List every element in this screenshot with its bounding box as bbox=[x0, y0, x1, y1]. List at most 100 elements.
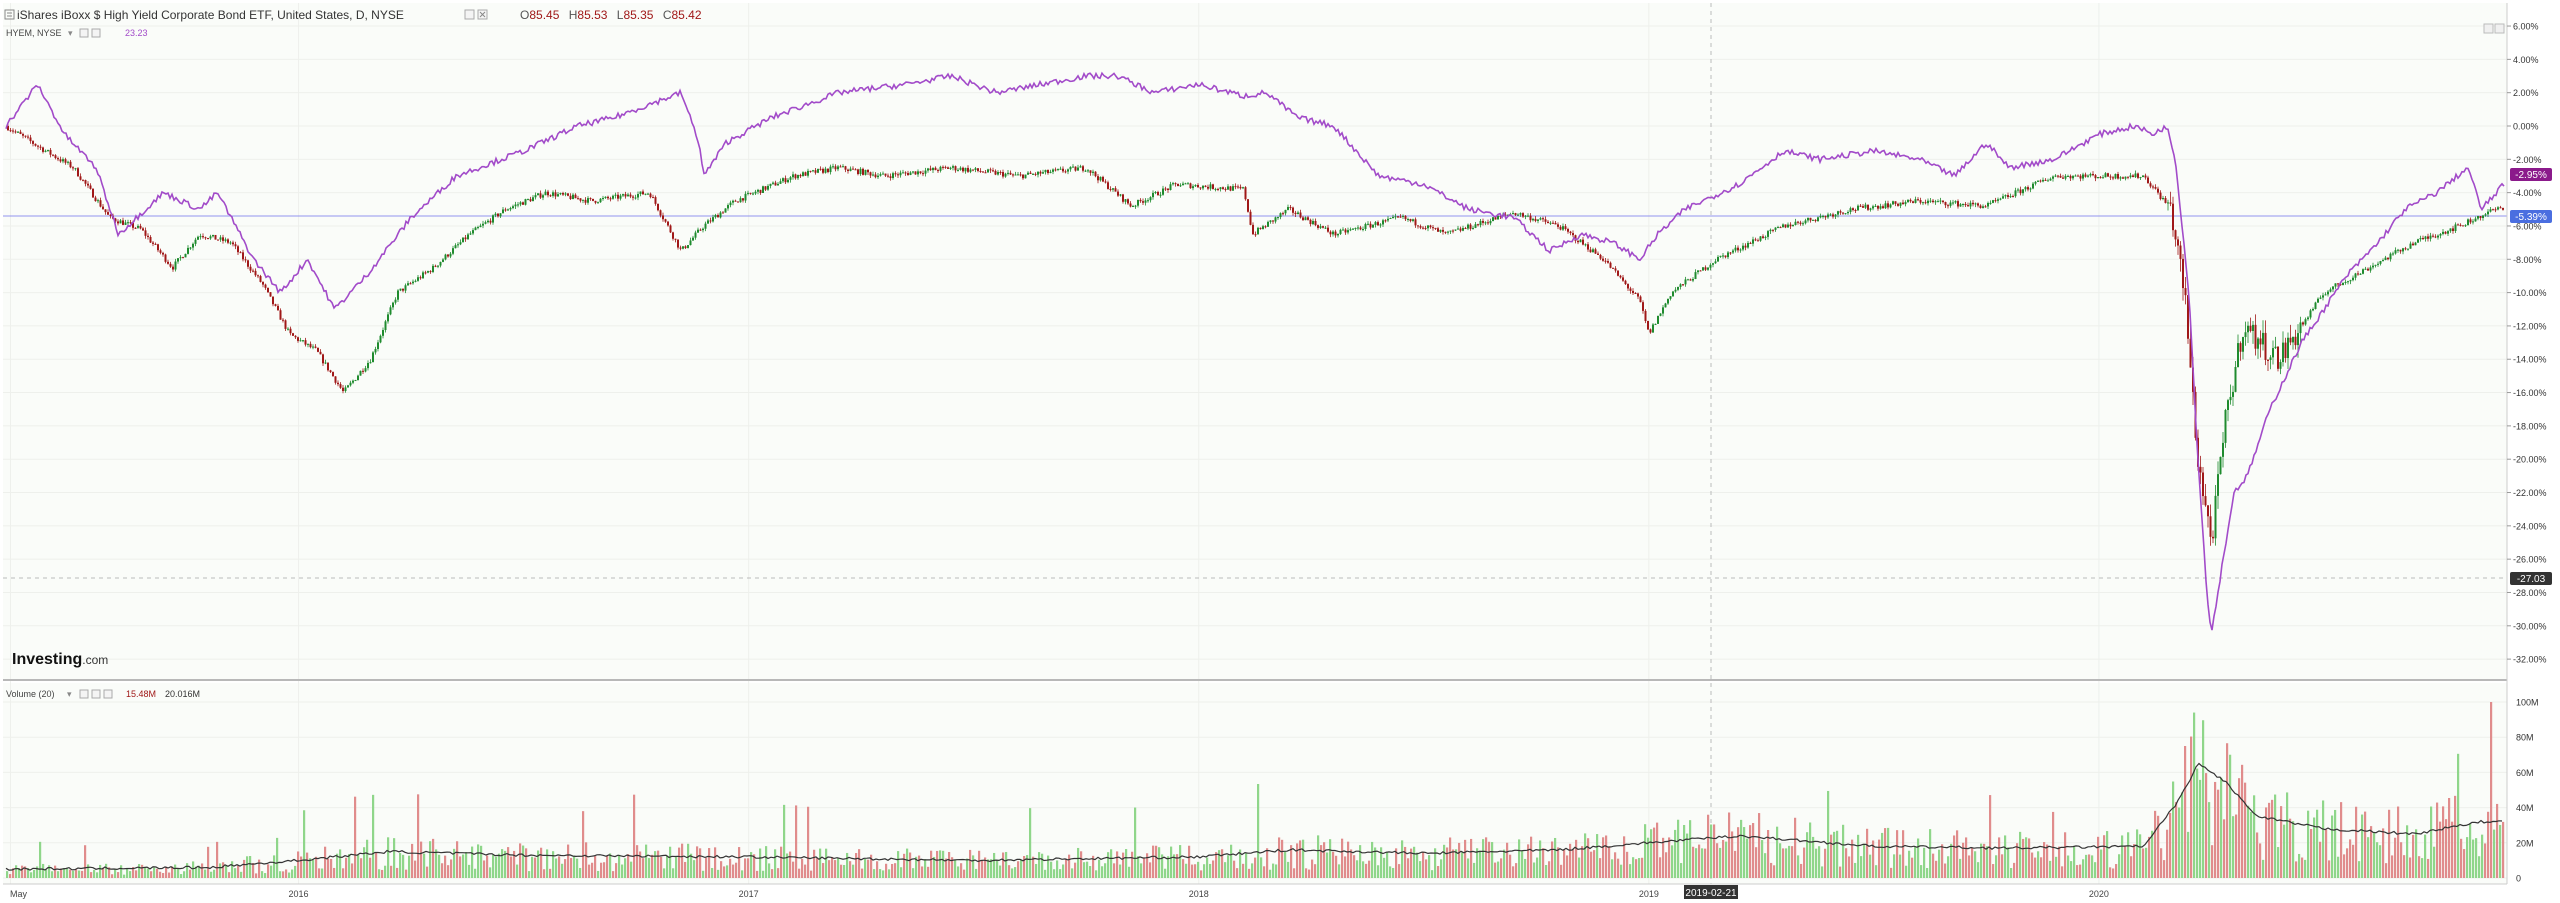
candle-body bbox=[1392, 216, 1394, 218]
candle-body bbox=[439, 261, 442, 266]
volume-bar bbox=[642, 858, 645, 878]
volume-bar bbox=[1965, 837, 1968, 878]
volume-bar bbox=[2196, 768, 2199, 878]
candle-body bbox=[2149, 183, 2152, 187]
candle-body bbox=[1287, 207, 1289, 210]
settings-icon[interactable] bbox=[464, 9, 475, 20]
collapse-icon[interactable] bbox=[4, 9, 15, 20]
candle-body bbox=[2242, 337, 2244, 352]
candle-body bbox=[1747, 242, 1749, 248]
volume-bar bbox=[528, 871, 531, 878]
candle-body bbox=[852, 168, 854, 170]
candle-body bbox=[909, 172, 912, 175]
candle-body bbox=[2457, 224, 2459, 226]
compare-close-icon[interactable] bbox=[91, 28, 101, 38]
candle-body bbox=[2432, 235, 2434, 237]
volume-bar bbox=[1026, 855, 1029, 878]
badge-hyg-text: -5.39% bbox=[2515, 212, 2547, 223]
volume-close-icon[interactable] bbox=[103, 689, 113, 699]
volume-bar bbox=[876, 861, 879, 878]
maximize-pane-icon[interactable] bbox=[2483, 23, 2494, 34]
volume-bar bbox=[1515, 863, 1518, 878]
candle-body bbox=[2029, 188, 2032, 190]
candle-body bbox=[1659, 313, 1662, 316]
volume-bar bbox=[1635, 859, 1638, 878]
price-candles bbox=[7, 123, 2504, 546]
candle-body bbox=[1102, 176, 1104, 182]
restore-pane-icon[interactable] bbox=[2494, 23, 2505, 34]
candle-body bbox=[67, 161, 69, 163]
candle-body bbox=[1727, 252, 1729, 258]
candle-body bbox=[1039, 171, 1042, 174]
volume-bar bbox=[2328, 860, 2331, 878]
volume-bar bbox=[369, 857, 372, 878]
candle-body bbox=[607, 196, 609, 199]
price-pane[interactable] bbox=[3, 3, 2507, 680]
candle-body bbox=[357, 375, 359, 381]
volume-bar bbox=[399, 853, 402, 878]
volume-bar bbox=[2142, 848, 2145, 878]
badge-hyem: -2.95% bbox=[2510, 168, 2552, 181]
volume-bar bbox=[582, 811, 585, 878]
volume-bar bbox=[1722, 839, 1725, 878]
volume-dropdown-icon[interactable]: ▾ bbox=[67, 689, 72, 699]
candle-body bbox=[1354, 227, 1357, 229]
close-value: 85.42 bbox=[672, 8, 702, 22]
volume-bar bbox=[444, 855, 447, 878]
volume-bar bbox=[2400, 842, 2403, 878]
candle-body bbox=[637, 194, 639, 198]
volume-bar bbox=[1350, 849, 1353, 878]
volume-bar bbox=[1878, 839, 1881, 878]
volume-settings-icon[interactable] bbox=[91, 689, 101, 699]
volume-bar bbox=[951, 857, 954, 878]
candle-body bbox=[957, 169, 959, 171]
volume-bar bbox=[492, 854, 495, 878]
candle-body bbox=[454, 245, 457, 249]
volume-bar bbox=[1539, 840, 1542, 878]
volume-tick-label: 60M bbox=[2516, 768, 2534, 778]
candle-body bbox=[2054, 175, 2057, 177]
time-axis[interactable]: May 2016 2017 2018 2019 2020 bbox=[10, 889, 2109, 899]
candle-body bbox=[1752, 239, 1754, 244]
candle-body bbox=[442, 259, 444, 262]
compare-settings-icon[interactable] bbox=[79, 28, 89, 38]
candle-body bbox=[1547, 221, 1549, 224]
volume-bar bbox=[2412, 834, 2415, 878]
volume-bar bbox=[2211, 845, 2214, 878]
volume-bar bbox=[639, 851, 642, 878]
volume-bar bbox=[2379, 845, 2382, 878]
volume-bar bbox=[429, 841, 432, 878]
price-axis[interactable]: 6.00%4.00%2.00%0.00%-2.00%-4.00%-6.00%-8… bbox=[2507, 22, 2547, 665]
volume-bar bbox=[2091, 855, 2094, 878]
candle-body bbox=[997, 172, 999, 175]
candle-body bbox=[402, 288, 404, 291]
candle-body bbox=[1857, 205, 1859, 211]
volume-pane[interactable] bbox=[3, 683, 2507, 884]
candle-body bbox=[327, 362, 329, 371]
volume-bar bbox=[1596, 834, 1599, 878]
volume-bar bbox=[1743, 827, 1746, 878]
candle-body bbox=[384, 321, 387, 331]
compare-dropdown-icon[interactable]: ▾ bbox=[68, 28, 73, 38]
candle-body bbox=[1342, 229, 1344, 231]
volume-bar bbox=[972, 855, 975, 878]
candle-body bbox=[772, 182, 774, 184]
volume-bar bbox=[309, 858, 312, 878]
candle-body bbox=[197, 236, 199, 240]
volume-bar bbox=[183, 871, 186, 878]
volume-bar bbox=[2064, 832, 2067, 878]
candle-body bbox=[397, 290, 399, 300]
candle-body bbox=[792, 174, 794, 178]
candle-body bbox=[1132, 206, 1134, 208]
volume-bar bbox=[2154, 810, 2157, 878]
volume-visibility-icon[interactable] bbox=[79, 689, 89, 699]
volume-bar bbox=[2493, 829, 2496, 878]
candle-body bbox=[1334, 231, 1337, 236]
volume-bar bbox=[2178, 807, 2181, 878]
candle-body bbox=[1322, 226, 1324, 228]
candle-body bbox=[747, 192, 749, 194]
candle-body bbox=[1304, 217, 1307, 221]
